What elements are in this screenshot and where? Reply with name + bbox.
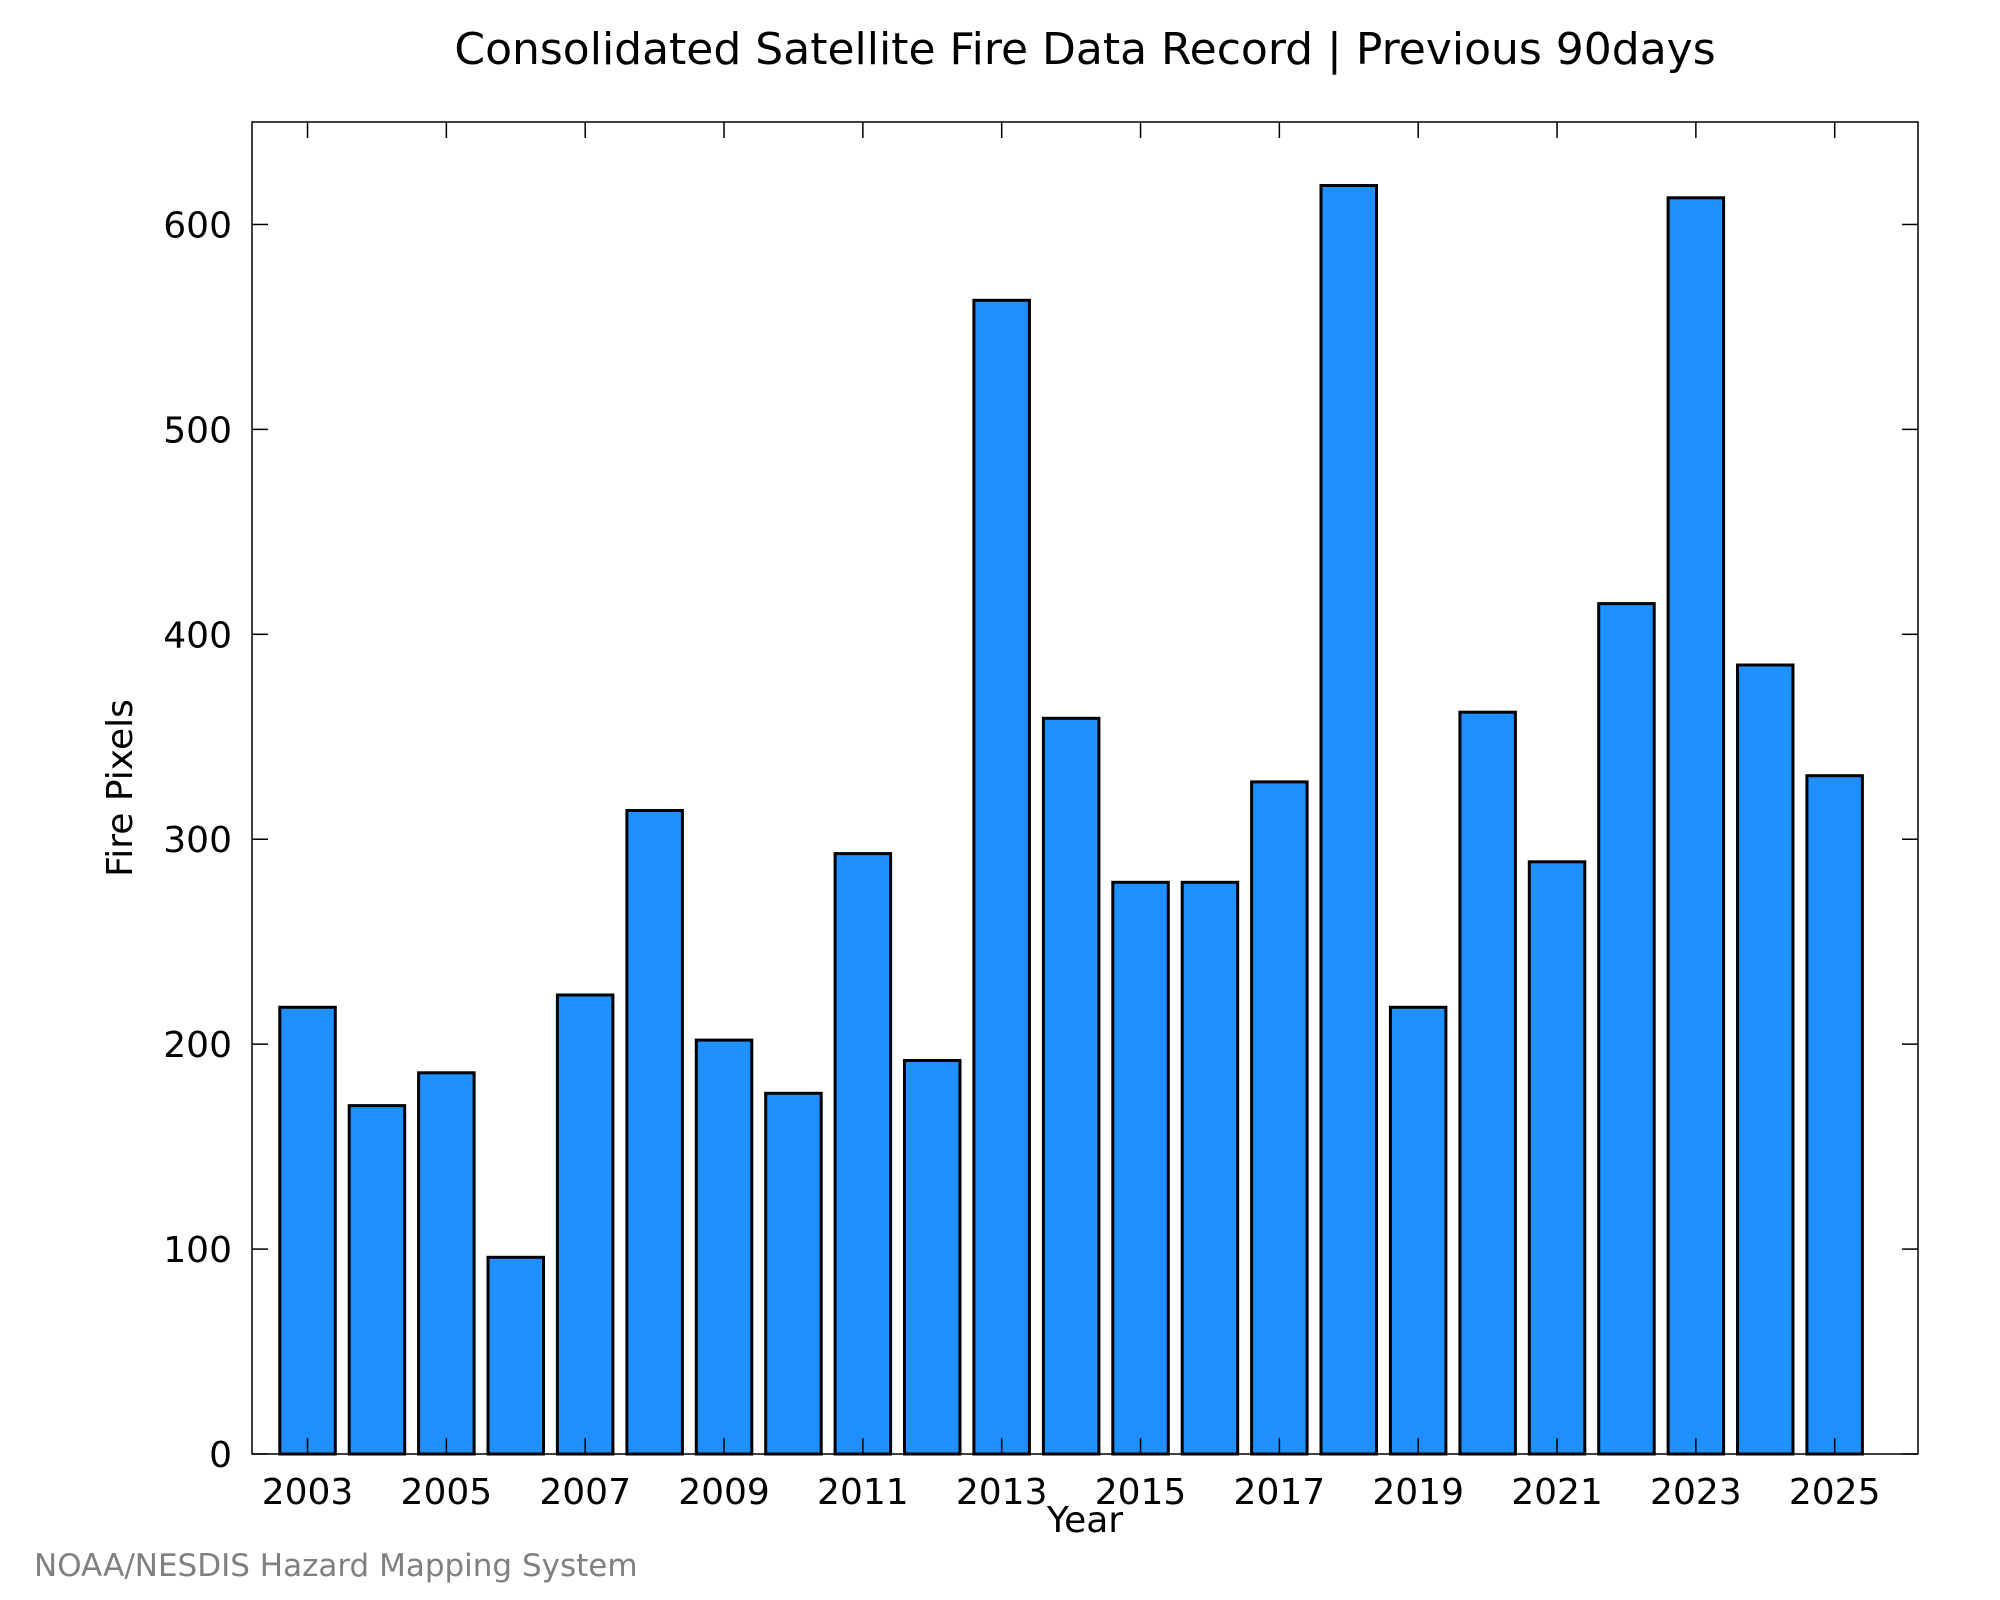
x-tick-label: 2021: [1511, 1472, 1603, 1513]
bar-2024: [1736, 663, 1795, 1456]
x-tick-labels: 2003 2005 2007 2009 2011 2013 2015 2017 2019 2021…: [262, 1472, 1881, 1513]
plot-frame: [251, 121, 1919, 1455]
bar-2016: [1180, 880, 1240, 1456]
x-tick-label: 2015: [1095, 1472, 1187, 1513]
x-tick-label: 2003: [262, 1472, 354, 1513]
bar-2017: [1250, 780, 1309, 1456]
bar-2004: [347, 1104, 407, 1456]
y-tick-label: 400: [163, 615, 232, 656]
y-tick-label: 300: [163, 820, 232, 861]
bar-2006: [486, 1255, 545, 1456]
x-tick-label: 2007: [539, 1472, 631, 1513]
bar-2008: [625, 809, 684, 1456]
bar-2009: [694, 1038, 754, 1456]
x-tick-label: 2011: [817, 1472, 909, 1513]
x-axis-label: Year: [1046, 1500, 1123, 1541]
bars-group: [278, 184, 1864, 1456]
y-tick-label: 0: [209, 1435, 232, 1476]
y-tick-label: 500: [163, 410, 232, 451]
bar-2021: [1527, 860, 1587, 1456]
bar-2007: [555, 993, 615, 1456]
bar-2010: [764, 1091, 823, 1456]
y-tick-label: 200: [163, 1025, 232, 1066]
bar-2018: [1319, 184, 1378, 1456]
credit-text: NOAA/NESDIS Hazard Mapping System: [34, 1548, 638, 1584]
bar-2005: [417, 1071, 476, 1456]
bar-2012: [903, 1059, 962, 1456]
x-tick-label: 2025: [1789, 1472, 1881, 1513]
y-tick-labels: 0 100 200 300 400 500 600: [163, 205, 232, 1476]
x-tick-label: 2019: [1372, 1472, 1464, 1513]
bar-2015: [1111, 880, 1170, 1456]
x-tick-label: 2005: [401, 1472, 493, 1513]
bar-2025: [1805, 774, 1864, 1456]
bar-2022: [1597, 602, 1656, 1456]
x-tick-label: 2017: [1234, 1472, 1326, 1513]
y-tick-label: 600: [163, 205, 232, 246]
bar-2014: [1041, 716, 1101, 1456]
bar-2020: [1458, 710, 1517, 1456]
y-axis-label: Fire Pixels: [100, 699, 141, 877]
bar-2019: [1388, 1005, 1448, 1456]
bar-2003: [278, 1005, 337, 1456]
bar-2023: [1666, 196, 1726, 1456]
ticks-group: [252, 122, 1918, 1455]
x-tick-label: 2009: [678, 1472, 770, 1513]
x-tick-label: 2023: [1650, 1472, 1742, 1513]
bar-2013: [972, 298, 1031, 1456]
bar-2011: [833, 852, 893, 1456]
x-tick-label: 2013: [956, 1472, 1048, 1513]
chart-title: Consolidated Satellite Fire Data Record …: [454, 24, 1715, 75]
y-tick-label: 100: [163, 1230, 232, 1271]
